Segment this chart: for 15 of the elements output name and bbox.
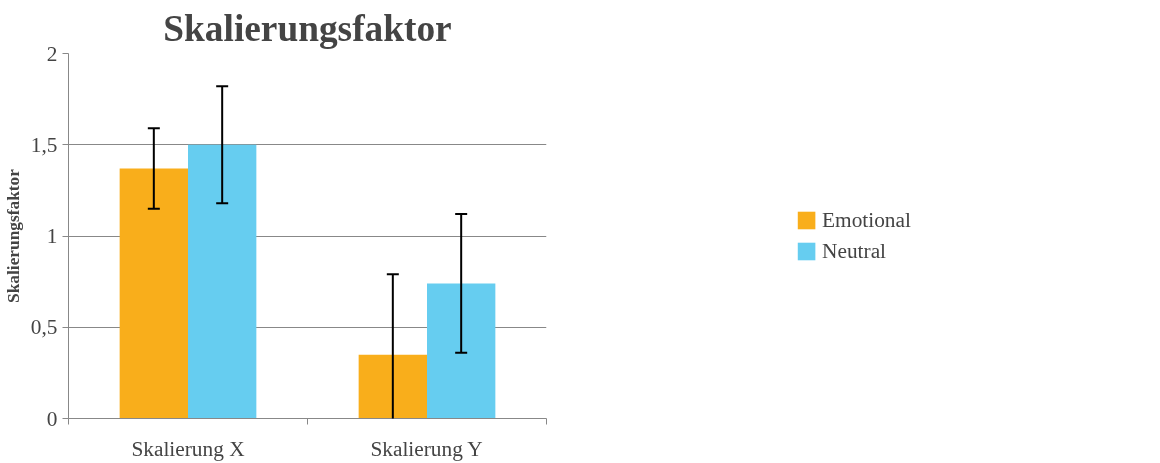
y-tick-label: 1,5 <box>30 132 58 157</box>
y-tick-label: 2 <box>46 41 58 66</box>
x-tick-label: Skalierung X <box>131 436 246 461</box>
bar <box>119 168 188 419</box>
y-tick-label: 0,5 <box>30 315 58 340</box>
legend-label: Neutral <box>822 238 887 264</box>
y-axis-title: Skalierungsfaktor <box>3 168 23 303</box>
bar <box>358 354 427 419</box>
y-tick-label: 0 <box>46 406 58 431</box>
chart-title: Skalierungsfaktor <box>163 7 452 49</box>
bar <box>188 144 257 419</box>
legend-label: Emotional <box>822 207 911 233</box>
bar <box>427 283 496 419</box>
y-tick-label: 1 <box>46 224 58 248</box>
x-tick-label: Skalierung Y <box>370 436 483 461</box>
